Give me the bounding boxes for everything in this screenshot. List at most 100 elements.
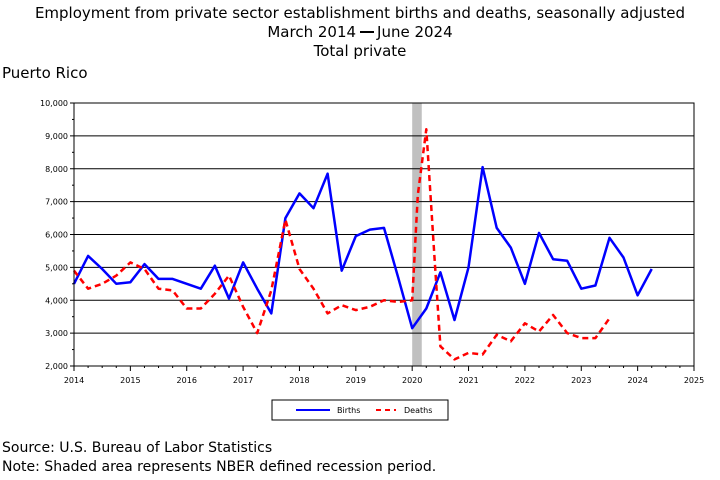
data-point-births — [580, 288, 582, 290]
x-tick-label: 2019 — [346, 376, 366, 385]
region-label: Puerto Rico — [2, 64, 88, 82]
data-point-deaths — [468, 352, 470, 354]
gridlines — [70, 102, 694, 367]
data-point-deaths — [454, 359, 456, 361]
data-point-deaths — [397, 301, 399, 303]
legend-box — [271, 399, 449, 421]
data-point-births — [468, 267, 470, 269]
data-point-deaths — [524, 322, 526, 324]
y-tick-labels: 2,000 3,000 4,000 5,000 6,000 7,000 8,000 9,000… — [40, 99, 68, 371]
data-point-births — [313, 207, 315, 209]
data-point-births — [87, 255, 89, 257]
data-point-deaths — [369, 306, 371, 308]
data-point-deaths — [130, 262, 132, 264]
data-point-deaths — [434, 260, 436, 262]
data-point-births — [200, 288, 202, 290]
data-point-births — [538, 232, 540, 234]
chart-title-block: Employment from private sector establish… — [0, 4, 720, 61]
legend-deaths-label: Deaths — [404, 406, 432, 415]
data-point-births — [496, 227, 498, 229]
data-point-births — [285, 217, 287, 219]
series-line-deaths — [73, 128, 611, 361]
y-tick-label: 10,000 — [40, 99, 68, 108]
data-point-deaths — [411, 299, 413, 301]
data-point-births — [158, 278, 160, 280]
data-point-births — [270, 313, 272, 315]
data-point-deaths — [496, 334, 498, 336]
chart-date-range: March 2014 June 2024 — [0, 23, 720, 42]
data-point-births — [228, 298, 230, 300]
x-tick-label: 2020 — [402, 376, 422, 385]
data-point-deaths — [115, 275, 117, 277]
x-tick-label: 2025 — [684, 376, 704, 385]
data-point-deaths — [158, 288, 160, 290]
data-point-births — [595, 285, 597, 287]
data-point-deaths — [341, 304, 343, 306]
x-tick-label: 2022 — [515, 376, 535, 385]
data-point-deaths — [242, 306, 244, 308]
data-point-deaths — [172, 290, 174, 292]
x-tick-label: 2017 — [233, 376, 253, 385]
data-point-deaths — [580, 337, 582, 339]
x-tick-label: 2014 — [64, 376, 84, 385]
data-point-deaths — [87, 288, 89, 290]
data-point-births — [144, 263, 146, 265]
x-tick-label: 2018 — [289, 376, 309, 385]
data-point-births — [651, 268, 653, 270]
data-point-births — [609, 237, 611, 239]
x-tick-label: 2016 — [177, 376, 197, 385]
data-point-births — [454, 319, 456, 321]
data-point-deaths — [355, 309, 357, 311]
data-point-deaths — [186, 308, 188, 310]
data-point-births — [637, 295, 639, 297]
footer-note: Note: Shaded area represents NBER define… — [2, 459, 437, 475]
data-point-births — [101, 268, 103, 270]
y-tick-label: 6,000 — [45, 231, 68, 240]
legend-births-label: Births — [337, 406, 360, 415]
data-point-deaths — [482, 354, 484, 356]
data-point-deaths — [313, 288, 315, 290]
data-point-births — [482, 166, 484, 168]
x-tick-label: 2024 — [627, 376, 647, 385]
x-tick-labels: 2014 2015 2016 2017 2018 2019 2020 2021 2022 2023… — [64, 376, 704, 385]
x-tick-label: 2021 — [458, 376, 478, 385]
data-point-births — [327, 173, 329, 175]
data-point-births — [130, 281, 132, 283]
data-point-births — [524, 283, 526, 285]
data-point-deaths — [440, 345, 442, 347]
data-point-births — [341, 270, 343, 272]
data-point-births — [383, 227, 385, 229]
date-range-end: June 2024 — [377, 23, 453, 41]
data-point-deaths — [383, 299, 385, 301]
data-point-deaths — [417, 194, 419, 196]
data-point-deaths — [510, 341, 512, 343]
y-tick-label: 7,000 — [45, 198, 68, 207]
plot-frame — [73, 102, 695, 367]
date-range-dash — [360, 30, 375, 33]
data-point-births — [186, 283, 188, 285]
x-tick-label: 2015 — [120, 376, 140, 385]
chart-subtitle: Total private — [313, 42, 407, 60]
y-tick-label: 3,000 — [45, 329, 68, 338]
footer-source: Source: U.S. Bureau of Labor Statistics — [2, 440, 273, 456]
data-point-births — [425, 308, 427, 310]
data-point-births — [214, 265, 216, 267]
data-point-births — [510, 247, 512, 249]
y-tick-label: 9,000 — [45, 132, 68, 141]
data-point-births — [566, 260, 568, 262]
data-point-births — [115, 283, 117, 285]
data-point-deaths — [144, 268, 146, 270]
data-point-deaths — [552, 314, 554, 316]
y-tick-label: 2,000 — [45, 362, 68, 371]
data-point-deaths — [299, 268, 301, 270]
data-point-deaths — [228, 275, 230, 277]
chart-title: Employment from private sector establish… — [34, 4, 686, 22]
y-tick-label: 5,000 — [45, 263, 68, 272]
y-tick-label: 4,000 — [45, 296, 68, 305]
data-point-deaths — [256, 332, 258, 334]
series-layer — [72, 128, 653, 361]
data-point-deaths — [101, 283, 103, 285]
data-point-births — [397, 276, 399, 278]
data-point-deaths — [538, 331, 540, 333]
